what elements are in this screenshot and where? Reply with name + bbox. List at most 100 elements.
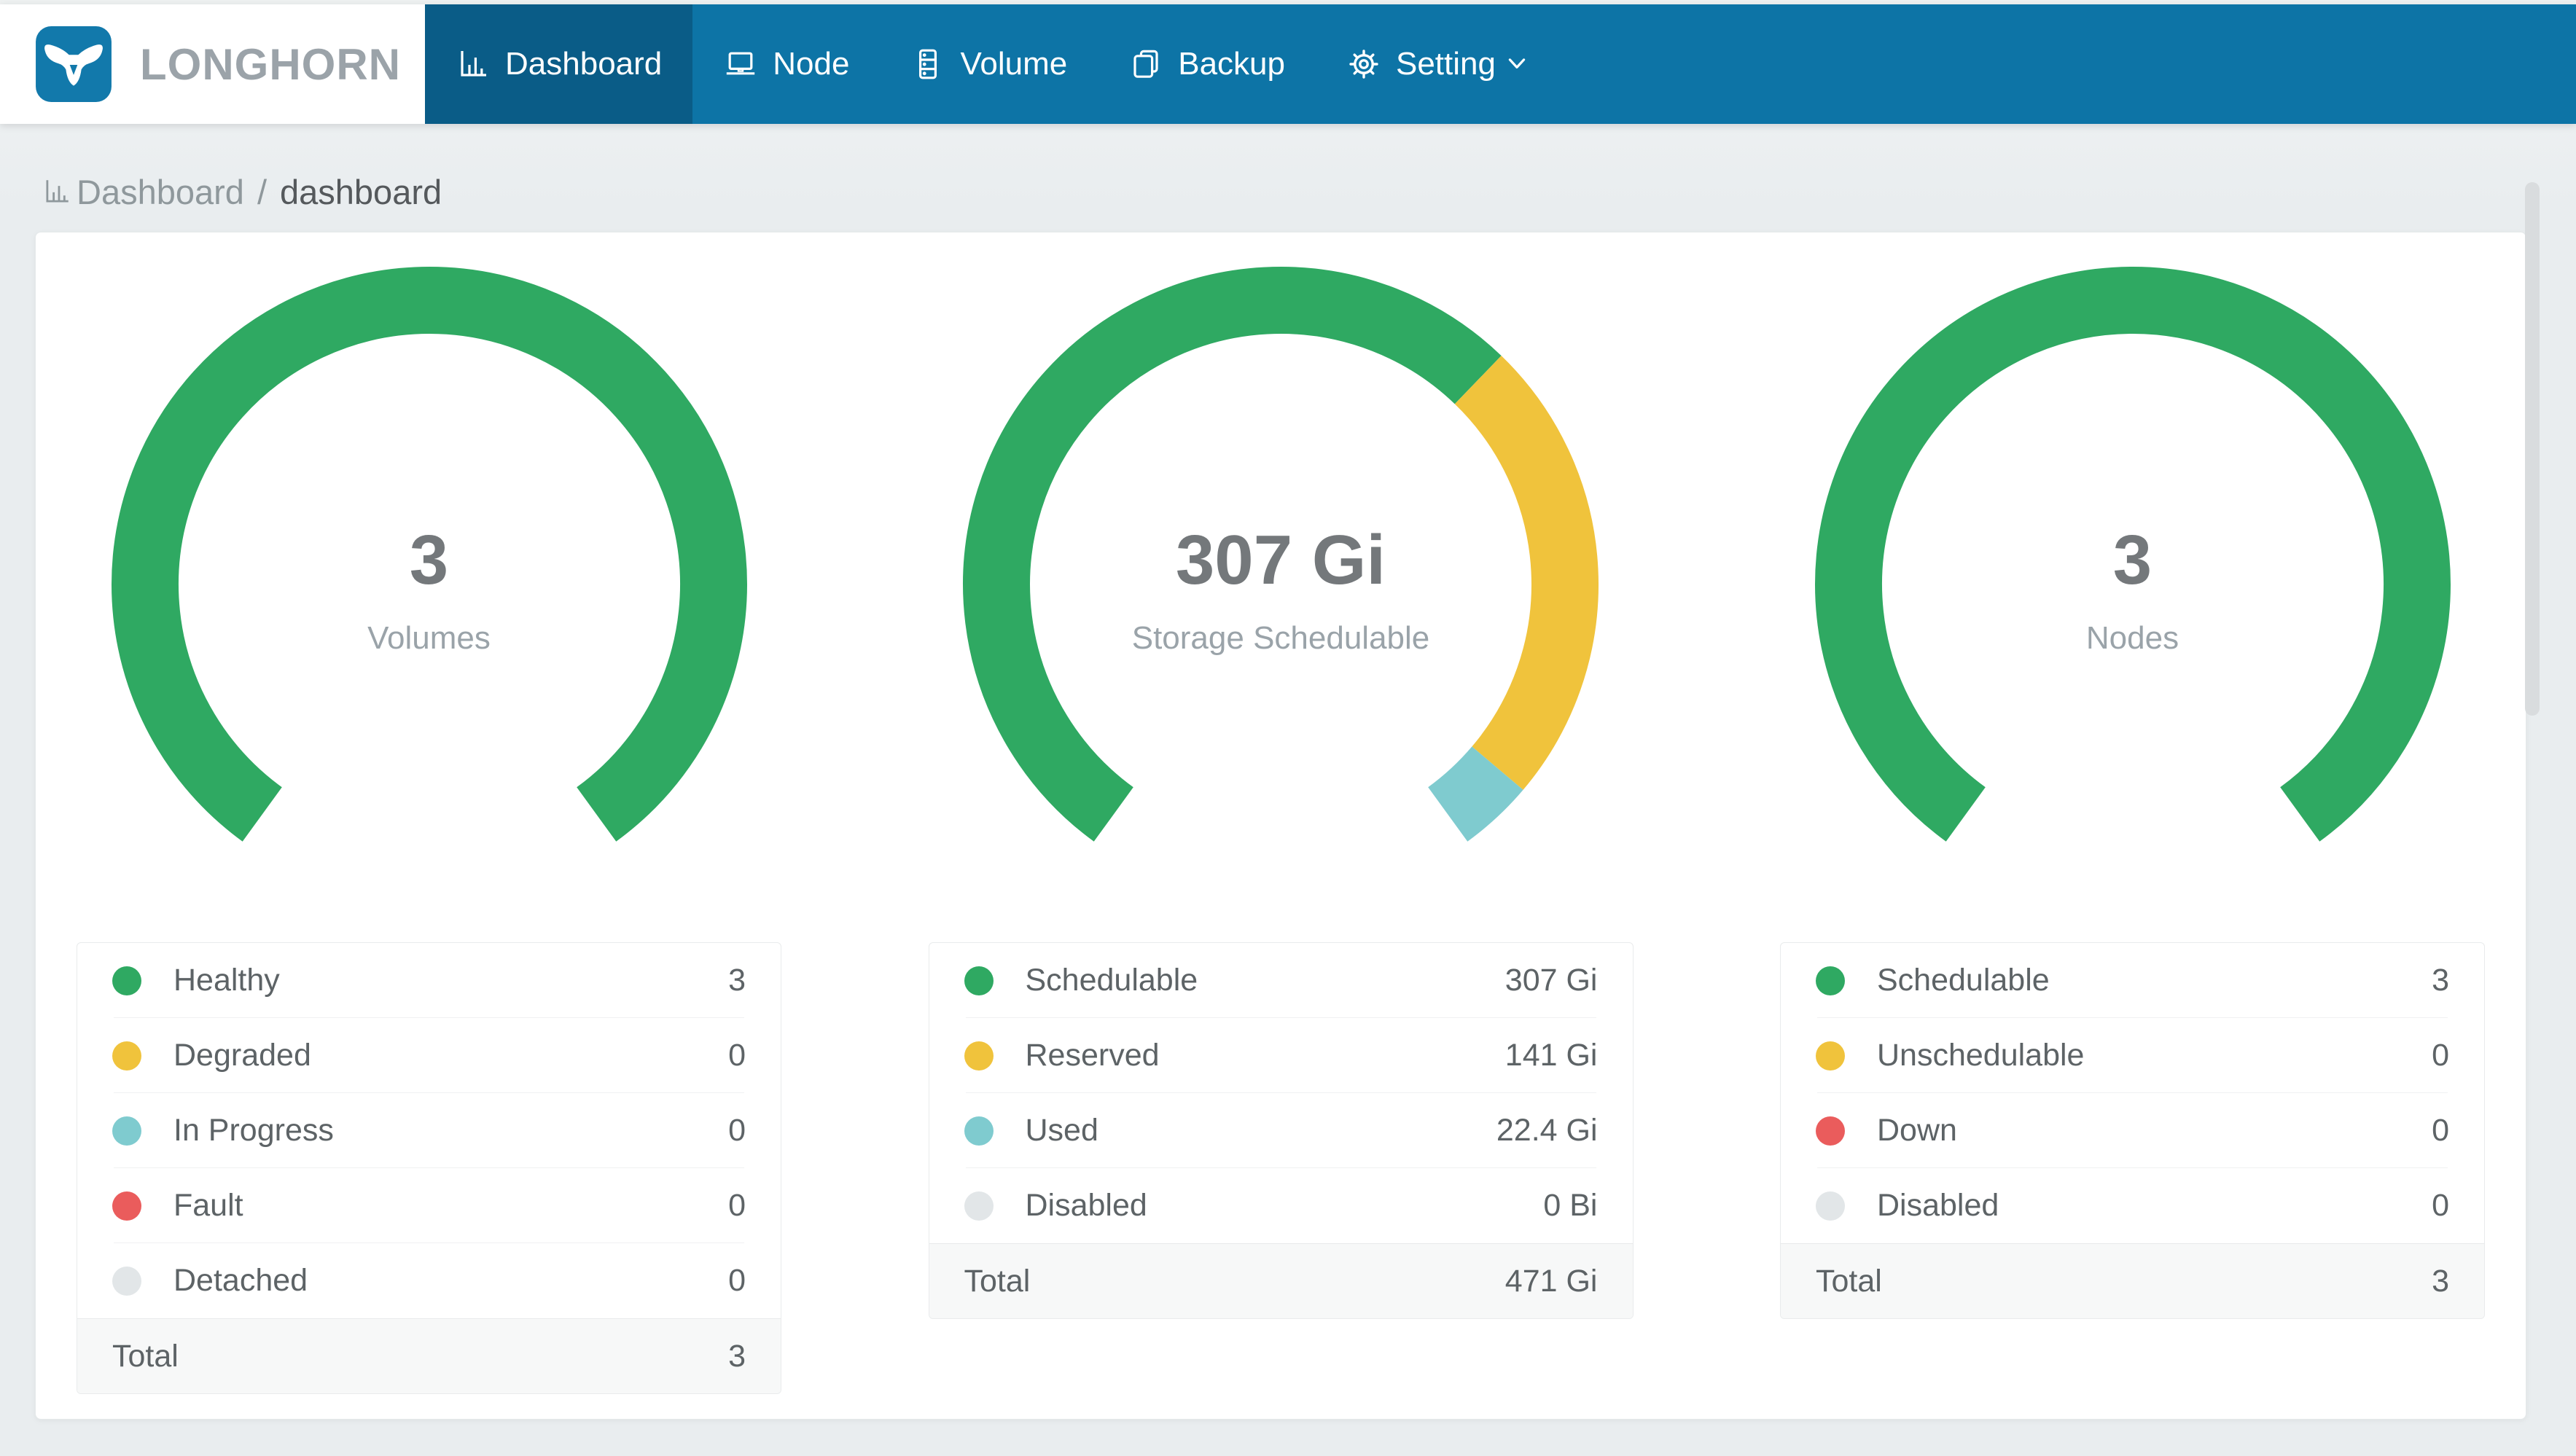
gauge-panel-volumes: 3 Volumes Healthy 3 Degraded 0 In Progress 0 Fau… [77,263,781,1394]
donut-gauge-chart [1814,267,2451,842]
scrollbar-thumb[interactable] [2525,182,2540,716]
legend-label: Fault [173,1188,243,1223]
total-value: 3 [2432,1263,2449,1299]
status-dot-icon [964,966,994,995]
legend-value: 0 [728,1188,746,1223]
legend-value: 307 Gi [1504,963,1598,998]
legend-value: 0 [2432,1113,2449,1148]
donut-gauge-chart [963,267,1599,842]
gauge-segment-healthy [111,267,747,842]
nav-item-label: Volume [960,46,1068,82]
database-icon [910,47,945,82]
total-label: Total [1816,1263,1882,1299]
gauge-panels: 3 Volumes Healthy 3 Degraded 0 In Progress 0 Fau… [36,232,2526,1394]
gauge-panel-storage-schedulable: 307 Gi Storage Schedulable Schedulable 307 … [928,263,1634,1394]
gauge-panel-nodes: 3 Nodes Schedulable 3 Unschedulable 0 Down 0 Dis… [1780,263,2485,1394]
status-dot-icon [112,1116,141,1146]
nav-item-node[interactable]: Node [692,4,880,124]
chevron-down-icon [1502,49,1532,79]
legend-table-nodes: Schedulable 3 Unschedulable 0 Down 0 Disabled 0… [1780,942,2485,1319]
legend-row-fault: Fault 0 [77,1168,781,1243]
status-dot-icon [964,1116,994,1146]
legend-label: Detached [173,1263,308,1298]
legend-row-used: Used 22.4 Gi [929,1093,1633,1168]
gauge-segment-reserved [1454,356,1599,790]
gauge-center-value: 3 [409,521,449,599]
gauge-center-label: Volumes [367,620,491,656]
legend-label: Reserved [1025,1038,1160,1073]
legend-label: Disabled [1877,1188,1999,1223]
total-label: Total [964,1263,1031,1299]
gauge-center-value: 307 Gi [1175,521,1386,599]
status-dot-icon [964,1041,994,1071]
status-dot-icon [964,1191,994,1221]
window-top-strip [0,0,2576,4]
legend-label: Healthy [173,963,280,998]
nav-item-dashboard[interactable]: Dashboard [425,4,693,124]
nav-item-backup[interactable]: Backup [1098,4,1316,124]
breadcrumb-current: dashboard [280,172,442,211]
legend-label: Disabled [1025,1188,1147,1223]
legend-value: 3 [728,963,746,998]
legend-value: 0 [728,1113,746,1148]
bar-chart-icon [456,47,491,82]
total-value: 3 [728,1338,746,1374]
nav-item-label: Node [773,46,850,82]
donut-gauge-storage-schedulable: 307 Gi Storage Schedulable [953,263,1609,853]
status-dot-icon [112,1266,141,1296]
status-dot-icon [1816,1191,1845,1221]
status-dot-icon [112,1041,141,1071]
longhorn-logo-icon [35,26,112,103]
dashboard-card: 3 Volumes Healthy 3 Degraded 0 In Progress 0 Fau… [35,232,2526,1420]
laptop-icon [723,47,758,82]
donut-gauge-volumes: 3 Volumes [101,263,757,853]
legend-value: 0 [2432,1188,2449,1223]
legend-value: 0 [2432,1038,2449,1073]
nav-item-label: Setting [1395,46,1496,82]
total-label: Total [112,1338,179,1374]
legend-label: Used [1025,1113,1098,1148]
total-value: 471 Gi [1504,1263,1598,1299]
donut-gauge-nodes: 3 Nodes [1805,263,2461,853]
legend-table-storage-schedulable: Schedulable 307 Gi Reserved 141 Gi Used 22.4 … [928,942,1634,1319]
bar-chart-icon [42,176,72,207]
legend-row-degraded: Degraded 0 [77,1018,781,1093]
legend-value: 0 [728,1263,746,1298]
legend-value: 22.4 Gi [1496,1113,1598,1148]
status-dot-icon [1816,966,1845,995]
gauge-segment-schedulable [1814,267,2451,842]
legend-label: Unschedulable [1877,1038,2085,1073]
legend-total-row: Total 3 [77,1318,781,1393]
breadcrumb-separator: / [257,172,267,211]
breadcrumb-root[interactable]: Dashboard [77,172,244,211]
legend-value: 141 Gi [1504,1038,1598,1073]
legend-row-disabled: Disabled 0 [1781,1168,2484,1243]
status-dot-icon [1816,1116,1845,1146]
legend-row-unschedulable: Unschedulable 0 [1781,1018,2484,1093]
legend-value: 3 [2432,963,2449,998]
gear-icon [1346,47,1381,82]
brand[interactable]: LONGHORN [0,4,425,124]
legend-row-disabled: Disabled 0 Bi [929,1168,1633,1243]
legend-value: 0 [728,1038,746,1073]
nav-item-label: Dashboard [505,46,663,82]
gauge-center-value: 3 [2112,521,2152,599]
legend-table-volumes: Healthy 3 Degraded 0 In Progress 0 Fault 0 Detac… [77,942,781,1394]
nav-item-volume[interactable]: Volume [880,4,1098,124]
gauge-segment-schedulable [963,267,1502,842]
legend-total-row: Total 3 [1781,1243,2484,1318]
nav-menu: Dashboard Node Volume Backup Setting [425,4,1563,124]
legend-value: 0 Bi [1543,1188,1598,1223]
breadcrumb: Dashboard / dashboard [42,156,2576,227]
copy-icon [1128,47,1163,82]
legend-row-in-progress: In Progress 0 [77,1093,781,1168]
legend-row-healthy: Healthy 3 [77,943,781,1018]
legend-label: Degraded [173,1038,311,1073]
gauge-center-label: Storage Schedulable [1131,620,1430,656]
legend-row-down: Down 0 [1781,1093,2484,1168]
top-navigation: LONGHORN Dashboard Node Volume Backup Settin… [0,4,2576,124]
nav-item-setting[interactable]: Setting [1316,4,1563,124]
status-dot-icon [112,966,141,995]
legend-label: Down [1877,1113,1957,1148]
nav-item-label: Backup [1178,46,1285,82]
